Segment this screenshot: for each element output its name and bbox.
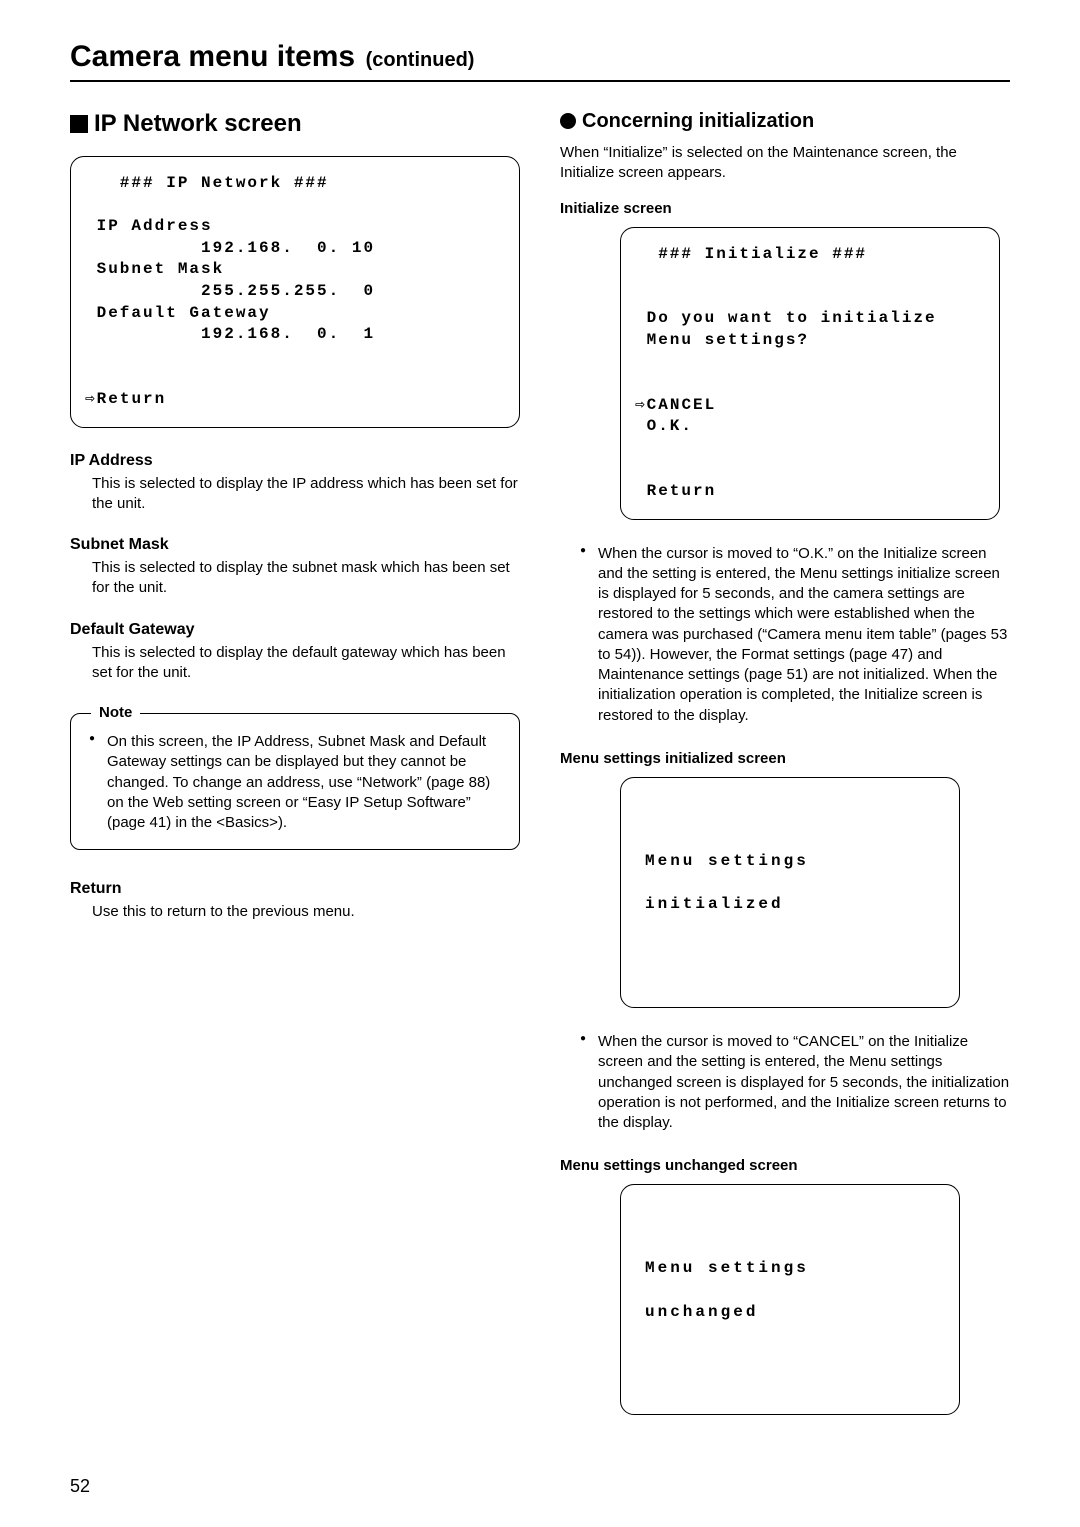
ip-network-heading: IP Network screen [70,110,520,138]
default-gateway-title: Default Gateway [70,621,520,639]
init-intro: When “Initialize” is selected on the Mai… [560,143,1010,184]
concerning-init-heading: Concerning initialization [560,110,1010,133]
return-title: Return [70,880,520,898]
subnet-mask-title: Subnet Mask [70,536,520,554]
concerning-init-text: Concerning initialization [582,110,814,132]
initialize-monitor: ### Initialize ### Do you want to initia… [620,227,1000,520]
ip-network-monitor: ### IP Network ### IP Address 192.168. 0… [70,156,520,428]
init-cancel-paragraph: When the cursor is moved to “CANCEL” on … [598,1032,1010,1133]
ip-address-body: This is selected to display the IP addre… [92,474,520,515]
page-title-row: Camera menu items (continued) [70,40,1010,82]
unchanged-monitor-wrap: Menu settings unchanged [620,1184,1010,1415]
unchanged-monitor: Menu settings unchanged [620,1184,960,1415]
return-block: Return Use this to return to the previou… [70,880,520,922]
right-column: Concerning initialization When “Initiali… [560,110,1010,1439]
init-ok-paragraph: When the cursor is moved to “O.K.” on th… [598,544,1010,726]
page-number: 52 [70,1476,90,1497]
return-body: Use this to return to the previous menu. [92,902,520,922]
note-body: On this screen, the IP Address, Subnet M… [107,732,503,833]
ip-network-heading-text: IP Network screen [94,110,302,137]
note-legend: Note [91,704,140,721]
initialized-monitor-wrap: Menu settings initialized [620,777,1010,1008]
initialize-monitor-wrap: ### Initialize ### Do you want to initia… [620,227,1010,520]
page-title-continued: (continued) [366,49,475,71]
default-gateway-block: Default Gateway This is selected to disp… [70,621,520,684]
square-bullet-icon [70,115,88,133]
circle-bullet-icon [560,113,576,129]
subnet-mask-block: Subnet Mask This is selected to display … [70,536,520,599]
unchanged-screen-label: Menu settings unchanged screen [560,1157,1010,1174]
subnet-mask-body: This is selected to display the subnet m… [92,558,520,599]
ip-address-title: IP Address [70,452,520,470]
initialized-monitor: Menu settings initialized [620,777,960,1008]
note-box: Note On this screen, the IP Address, Sub… [70,713,520,850]
default-gateway-body: This is selected to display the default … [92,643,520,684]
left-column: IP Network screen ### IP Network ### IP … [70,110,520,1439]
two-column-layout: IP Network screen ### IP Network ### IP … [70,110,1010,1439]
initialize-screen-label: Initialize screen [560,200,1010,217]
ip-address-block: IP Address This is selected to display t… [70,452,520,515]
page-title: Camera menu items [70,40,355,73]
initialized-screen-label: Menu settings initialized screen [560,750,1010,767]
